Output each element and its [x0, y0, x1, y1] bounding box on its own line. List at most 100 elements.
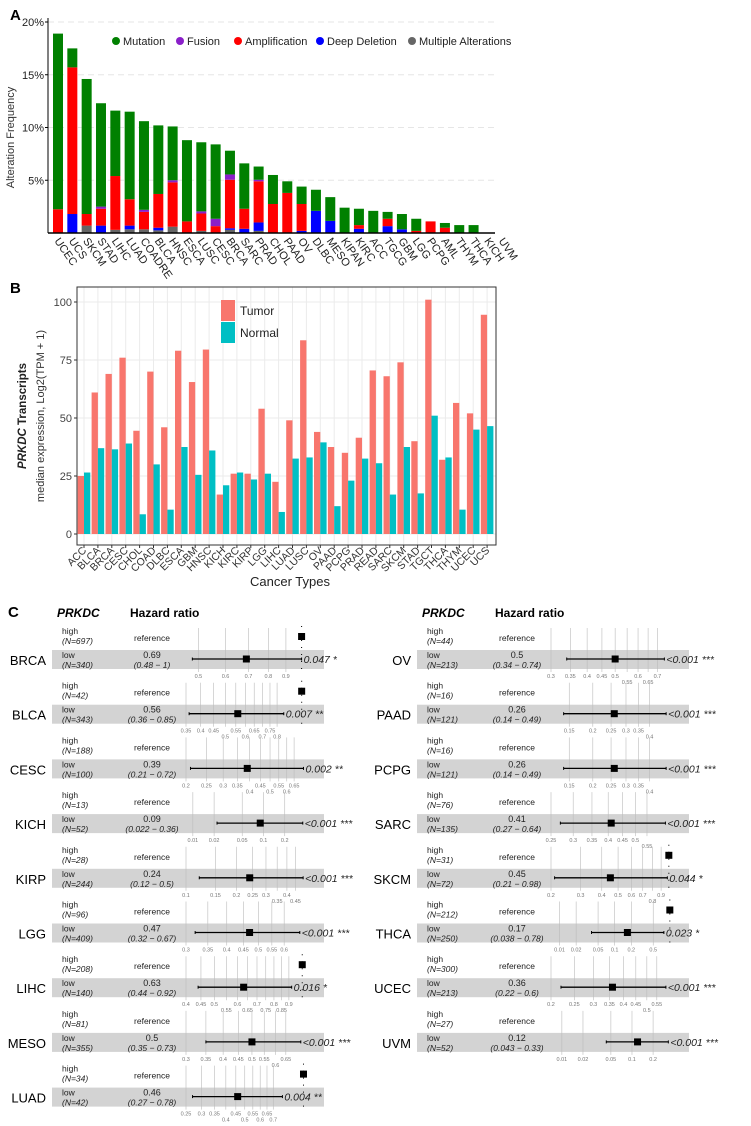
- y-tick-label: 100: [54, 297, 72, 309]
- x-tick-label: 0.5: [255, 948, 263, 954]
- low-row-band: [417, 650, 689, 669]
- x-tick-label: 0.55: [230, 729, 241, 735]
- x-tick-label: 0.5: [241, 1118, 249, 1124]
- hr-value: 0.36: [508, 978, 526, 988]
- bar-segment-deep_deletion: [296, 230, 307, 233]
- bar-normal: [487, 426, 494, 534]
- bar-segment-multiple: [196, 230, 207, 233]
- reference-label: reference: [134, 961, 170, 971]
- bar-segment-amplification: [425, 221, 436, 233]
- bar-segment-deep_deletion: [224, 228, 235, 230]
- ci-value: (0.12 − 0.5): [130, 879, 174, 889]
- x-tick-label: 0.6: [628, 893, 636, 899]
- bar-normal: [264, 473, 271, 534]
- x-tick-label: 0.1: [182, 893, 190, 899]
- low-row-band: [417, 814, 689, 834]
- x-tick-label: 0.6: [272, 1063, 280, 1069]
- bar-segment-deep_deletion: [124, 225, 135, 230]
- bar-segment-amplification: [382, 218, 393, 227]
- hr-value: 0.56: [143, 705, 161, 715]
- bar-segment-mutation: [110, 110, 121, 177]
- bar-tumor: [230, 473, 237, 534]
- x-tick-label: 0.4: [604, 838, 612, 844]
- x-tick-label: 0.5: [649, 948, 657, 954]
- x-tick-label: 0.4: [182, 1002, 190, 1008]
- p-value: 0.023 *: [666, 928, 700, 940]
- low-label: low: [62, 650, 76, 660]
- bar-normal: [250, 479, 258, 534]
- bar-tumor: [439, 459, 446, 534]
- bar-tumor: [327, 447, 335, 534]
- bar-normal: [431, 415, 438, 534]
- high-label: high: [427, 954, 443, 964]
- cancer-label: LIHC: [16, 981, 46, 996]
- x-tick-label: 0.65: [262, 1112, 273, 1118]
- hr-value: 0.5: [511, 650, 524, 660]
- x-tick-label: 0.8: [273, 735, 281, 741]
- x-tick-label: 0.3: [198, 1112, 206, 1118]
- hr-value: 0.41: [508, 814, 526, 824]
- bar-segment-amplification: [196, 213, 207, 231]
- bar-segment-mutation: [439, 222, 450, 228]
- bar-segment-amplification: [53, 209, 63, 233]
- cancer-label: SARC: [375, 817, 411, 832]
- bar-segment-deep_deletion: [253, 222, 264, 231]
- ci-value: (0.48 − 1): [134, 660, 171, 670]
- bar-segment-multiple: [167, 226, 178, 233]
- high-label: high: [427, 845, 443, 855]
- low-row-band: [52, 978, 324, 998]
- reference-label: reference: [499, 797, 535, 807]
- bar-segment-deep_deletion: [153, 227, 164, 231]
- cancer-label: CESC: [10, 762, 46, 777]
- bar-tumor: [91, 392, 98, 534]
- bar-segment-mutation: [138, 121, 149, 210]
- low-row-band: [52, 704, 324, 724]
- bar-segment-fusion: [253, 179, 264, 182]
- cancer-label: LUAD: [11, 1091, 46, 1106]
- x-tick-label: 0.6: [280, 948, 288, 954]
- high-label: high: [427, 900, 443, 910]
- bar-segment-amplification: [110, 176, 121, 230]
- bar-segment-mutation: [396, 214, 407, 230]
- x-tick-label: 0.6: [242, 735, 250, 741]
- n-high: (N=76): [427, 800, 453, 810]
- bar-segment-mutation: [411, 218, 422, 231]
- high-label: high: [62, 1009, 78, 1019]
- x-tick-label: 0.1: [628, 1057, 636, 1063]
- x-tick-label: 0.3: [622, 729, 630, 735]
- n-high: (N=212): [427, 910, 458, 920]
- x-tick-label: 0.35: [633, 729, 644, 735]
- bar-normal: [348, 480, 355, 534]
- low-row-band: [417, 704, 689, 724]
- legend-label: Tumor: [240, 304, 274, 318]
- forest-row-luad: 0.25 0.3 0.350.40.450.50.550.60.650.7LUADh…: [11, 1063, 324, 1124]
- x-tick-label: 0.35: [201, 1057, 212, 1063]
- forest-row-uvm: 0.01 0.02 0.05 0.1 0.2 UVM high(N=27) low(N=52)…: [382, 1009, 719, 1063]
- cancer-label: OV: [392, 653, 411, 668]
- ci-value: (0.27 − 0.78): [128, 1098, 177, 1108]
- legend-label: Fusion: [187, 36, 220, 48]
- x-tick-label: 0.4: [246, 789, 254, 795]
- hr-value: 0.24: [143, 869, 161, 879]
- n-low: (N=213): [427, 988, 458, 998]
- low-label: low: [62, 814, 76, 824]
- reference-label: reference: [499, 633, 535, 643]
- x-tick-label: 0.6: [222, 674, 230, 680]
- x-tick-label: 0.85: [276, 1008, 287, 1014]
- n-low: (N=409): [62, 934, 93, 944]
- high-label: high: [62, 735, 78, 745]
- bar-segment-mutation: [267, 174, 278, 204]
- bar-tumor: [466, 413, 474, 534]
- ci-value: (0.27 − 0.64): [493, 824, 542, 834]
- ci-value: (0.44 − 0.92): [128, 988, 177, 998]
- cancer-label: PCPG: [374, 762, 411, 777]
- hr-point: [242, 655, 250, 663]
- bar-tumor: [314, 431, 321, 534]
- bar-segment-mutation: [325, 197, 336, 221]
- x-tick-label: 0.15: [210, 893, 221, 899]
- hr-value: 0.26: [508, 759, 526, 769]
- p-value: <0.001 ***: [302, 928, 350, 940]
- bar-segment-fusion: [210, 218, 221, 227]
- bar-normal: [139, 514, 146, 534]
- bar-segment-amplification: [267, 203, 278, 233]
